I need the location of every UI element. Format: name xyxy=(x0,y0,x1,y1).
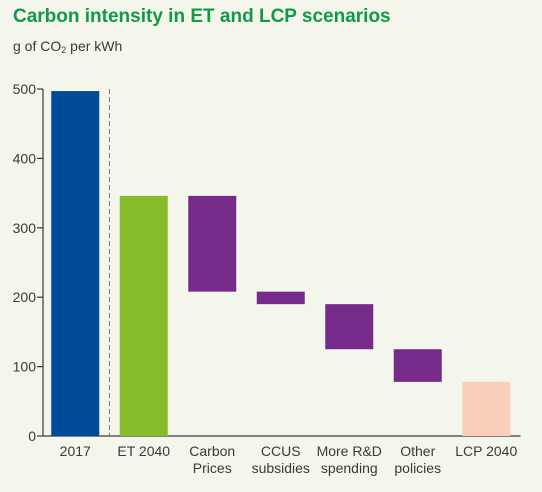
bar xyxy=(393,349,442,382)
bar xyxy=(51,91,100,436)
x-category-label: Prices xyxy=(193,460,232,476)
unit-prefix: g of CO xyxy=(13,38,62,54)
x-category-label: 2017 xyxy=(60,443,91,459)
x-category-label: policies xyxy=(394,460,441,476)
bar xyxy=(119,195,168,436)
x-category-label: subsidies xyxy=(252,460,310,476)
y-tick-label: 400 xyxy=(13,150,37,166)
bar xyxy=(462,381,511,436)
chart-title: Carbon intensity in ET and LCP scenarios xyxy=(13,6,391,27)
y-tick-label: 0 xyxy=(28,428,36,444)
unit-suffix: per kWh xyxy=(66,38,123,54)
y-axis-unit-label: g of CO2 per kWh xyxy=(13,38,122,55)
x-category-label: LCP 2040 xyxy=(455,443,517,459)
unit-subscript: 2 xyxy=(61,45,67,55)
bar xyxy=(325,304,374,350)
x-category-label: ET 2040 xyxy=(117,443,170,459)
y-tick-label: 200 xyxy=(13,289,37,305)
x-category-label: Other xyxy=(400,443,435,459)
x-category-label: More R&D xyxy=(317,443,382,459)
x-category-label: CCUS xyxy=(261,443,301,459)
y-tick-label: 500 xyxy=(13,81,37,97)
y-tick-label: 300 xyxy=(13,220,37,236)
y-tick-label: 100 xyxy=(13,359,37,375)
bar xyxy=(188,195,237,292)
x-category-label: Carbon xyxy=(189,443,235,459)
bar xyxy=(256,291,305,305)
x-category-label: spending xyxy=(321,460,378,476)
